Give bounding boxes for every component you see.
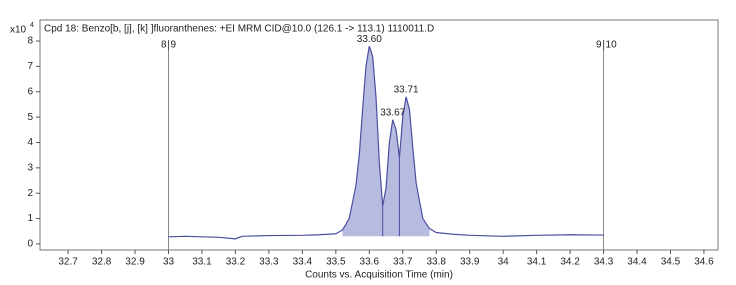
x-tick-label: 34.2 xyxy=(560,257,580,268)
x-tick-label: 33.5 xyxy=(326,257,346,268)
segment-label: 9 xyxy=(596,40,602,51)
x-tick-label: 33.7 xyxy=(393,257,413,268)
x-tick-label: 32.7 xyxy=(58,257,78,268)
x-tick-label: 32.9 xyxy=(125,257,145,268)
peak-label: 33.71 xyxy=(394,84,419,95)
x-tick-label: 33.6 xyxy=(360,257,380,268)
x-tick-label: 33.2 xyxy=(226,257,246,268)
trace-line xyxy=(168,45,604,240)
x-axis-label: Counts vs. Acquisition Time (min) xyxy=(305,270,453,281)
y-multiplier-exponent: 4 xyxy=(30,22,34,29)
y-tick-label: 3 xyxy=(27,162,33,173)
x-tick-label: 33 xyxy=(163,257,175,268)
chart-title: Cpd 18: Benzo[b, [j], [k] ]fluoranthenes… xyxy=(44,24,434,35)
peak-label: 33.60 xyxy=(357,34,382,45)
segment-label: 10 xyxy=(606,40,618,51)
x-tick-label: 33.1 xyxy=(192,257,212,268)
y-tick-label: 8 xyxy=(27,36,33,47)
y-tick-label: 1 xyxy=(27,213,33,224)
y-tick-label: 7 xyxy=(27,61,33,72)
y-tick-label: 5 xyxy=(27,112,33,123)
y-tick-label: 2 xyxy=(27,188,33,199)
x-tick-label: 34 xyxy=(498,257,510,268)
segment-label: 9 xyxy=(171,40,177,51)
x-tick-label: 33.4 xyxy=(293,257,313,268)
x-tick-label: 34.4 xyxy=(627,257,647,268)
y-tick-label: 4 xyxy=(27,137,33,148)
x-tick-label: 33.9 xyxy=(460,257,480,268)
plot-frame xyxy=(39,19,719,251)
peak-label: 33.67 xyxy=(380,107,405,118)
y-tick-label: 0 xyxy=(27,239,33,250)
x-tick-label: 34.6 xyxy=(694,257,714,268)
x-tick-label: 34.5 xyxy=(661,257,681,268)
x-tick-label: 34.3 xyxy=(594,257,614,268)
x-tick-label: 33.8 xyxy=(426,257,446,268)
y-multiplier: x10 xyxy=(10,25,27,36)
x-tick-label: 34.1 xyxy=(527,257,547,268)
x-tick-label: 33.3 xyxy=(259,257,279,268)
segment-label: 8 xyxy=(161,40,167,51)
y-tick-label: 6 xyxy=(27,86,33,97)
peak-area xyxy=(342,46,430,237)
x-tick-label: 32.8 xyxy=(92,257,112,268)
